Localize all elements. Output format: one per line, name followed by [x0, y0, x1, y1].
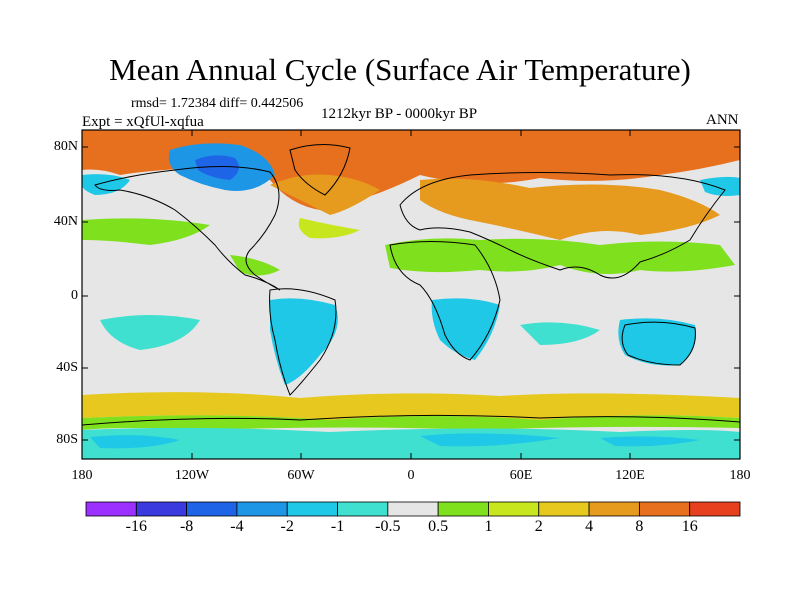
period-label: 1212kyr BP - 0000kyr BP — [321, 106, 478, 122]
australia-cool — [618, 318, 696, 366]
indian-ocean-cool — [520, 322, 600, 345]
lat-label-40s: 40S — [56, 360, 78, 375]
north-africa-asia-green — [385, 238, 735, 274]
southern-ocean-green — [82, 415, 740, 430]
plot-title: Mean Annual Cycle (Surface Air Temperatu… — [109, 52, 691, 87]
lon-label-60w: 60W — [287, 468, 315, 483]
antarctica-outline — [82, 414, 740, 426]
colorbar-swatch-11 — [638, 501, 691, 517]
colorbar-swatch-12 — [689, 501, 741, 517]
colorbar-label: 8 — [635, 518, 644, 535]
colorbar-label: -1 — [330, 518, 345, 535]
colorbar-swatch-6 — [387, 501, 439, 517]
lon-label-120e: 120E — [615, 468, 645, 483]
lat-label-0: 0 — [71, 288, 78, 303]
colorbar-swatch-7 — [437, 501, 489, 517]
eurasia-warm — [420, 178, 720, 240]
colorbar-swatch-9 — [538, 501, 590, 517]
colorbar-swatch-2 — [186, 501, 238, 517]
lon-label-180e: 180 — [729, 468, 751, 483]
colorbar-swatch-5 — [337, 501, 389, 517]
colorbar-swatch-4 — [286, 501, 338, 517]
colorbar-swatch-10 — [588, 501, 640, 517]
colorbar-label: -8 — [179, 518, 194, 535]
colorbar-label: 2 — [534, 518, 543, 535]
colorbar-label: -4 — [230, 518, 244, 535]
lon-label-180w: 180 — [71, 468, 93, 483]
africa-south-cool — [431, 298, 500, 360]
antarctic-cool — [82, 427, 740, 459]
season-label: ANN — [706, 112, 739, 128]
europe-asia-outline — [399, 172, 726, 279]
colorbar-swatch-0 — [85, 501, 137, 517]
central-america-green — [230, 255, 280, 276]
stats-text: rmsd= 1.72384 diff= 0.442506 — [131, 96, 304, 111]
atlantic-green — [298, 218, 360, 239]
colorbar-label: 4 — [585, 518, 594, 535]
antarctic-cooler-2 — [420, 433, 560, 447]
colorbar-swatch-1 — [135, 501, 188, 517]
colorbar-label: 1 — [484, 518, 493, 535]
lon-label-0: 0 — [407, 468, 415, 483]
asia-east-cool — [700, 176, 740, 196]
canada-colder — [195, 155, 239, 180]
coastlines — [82, 144, 740, 426]
colorbar-label: -2 — [280, 518, 294, 535]
colorbar-label: 0.5 — [428, 518, 449, 535]
map-ticks — [82, 130, 740, 459]
experiment-label: Expt = xQfUl-xqfua — [82, 114, 204, 130]
pacific-green — [82, 218, 210, 245]
antarctic-cooler-1 — [90, 435, 180, 449]
colorbar-label: -16 — [125, 518, 147, 535]
pacific-south-cool — [100, 315, 200, 350]
greenland-outline — [289, 144, 351, 196]
south-america-outline — [269, 288, 337, 396]
colorbar — [85, 501, 741, 517]
lat-label-80n: 80N — [53, 139, 78, 154]
north-america-outline — [94, 165, 281, 291]
africa-outline — [389, 241, 501, 361]
lon-label-120w: 120W — [174, 468, 210, 483]
south-america-cool — [270, 298, 338, 385]
southern-ocean-warm — [82, 392, 740, 420]
colorbar-swatch-3 — [236, 501, 288, 517]
colorbar-label: 16 — [681, 518, 698, 535]
lon-label-60e: 60E — [509, 468, 533, 483]
lat-label-80s: 80S — [56, 432, 78, 447]
colorbar-label: -0.5 — [375, 518, 401, 535]
antarctic-cooler-3 — [600, 436, 700, 447]
colorbar-swatch-8 — [488, 501, 540, 517]
australia-outline — [621, 321, 696, 366]
map-field — [82, 130, 740, 459]
lat-label-40n: 40N — [53, 214, 78, 229]
